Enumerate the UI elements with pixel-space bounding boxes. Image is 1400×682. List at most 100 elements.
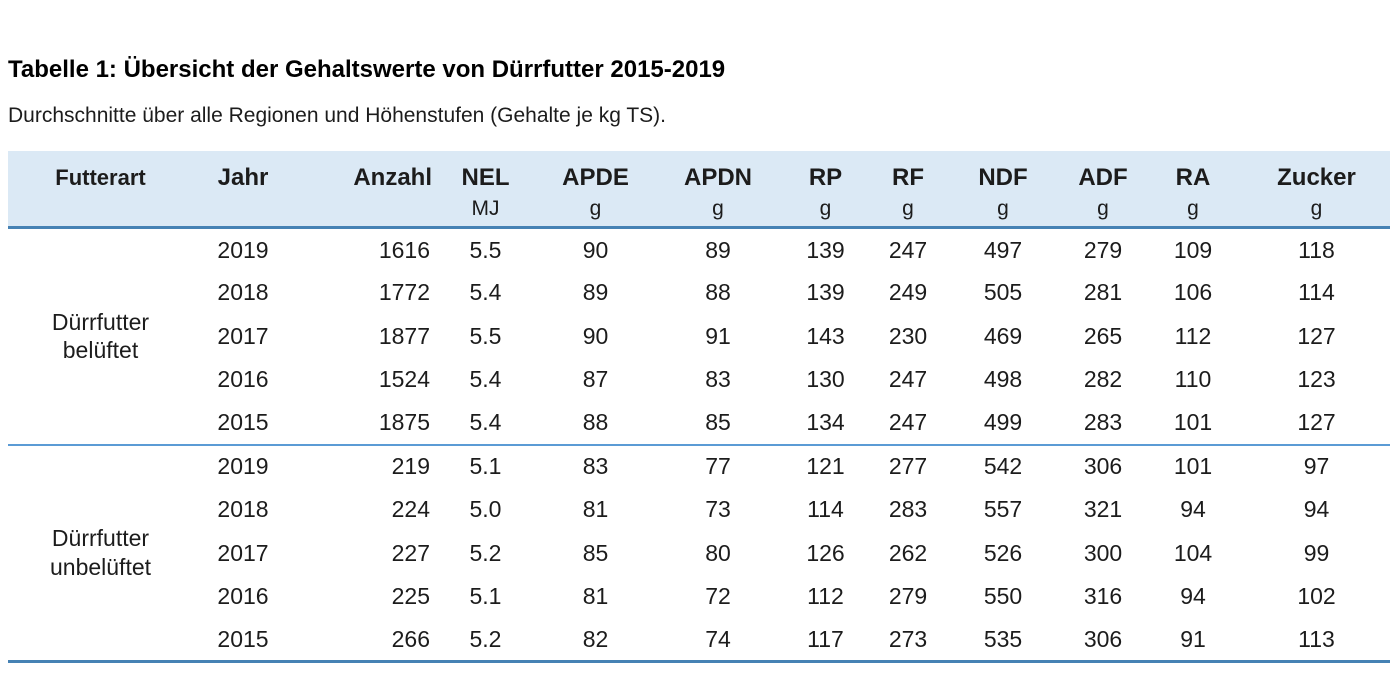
ra-cell: 106 xyxy=(1173,279,1213,306)
zucker-cell: 94 xyxy=(1303,496,1330,523)
adf-cell: 306 xyxy=(1083,453,1123,480)
column-header-zucker: Zucker xyxy=(1277,163,1356,191)
jahr-cell: 2019 xyxy=(217,236,269,263)
nel-cell: 5.0 xyxy=(469,496,502,523)
table-row: 2017 1877 5.5 90 91 143 230 469 265 112 127 xyxy=(8,315,1390,358)
nel-cell: 5.5 xyxy=(469,236,502,263)
rp-cell: 117 xyxy=(807,625,844,652)
table-title: Tabelle 1: Übersicht der Gehaltswerte vo… xyxy=(8,56,726,83)
rp-cell: 114 xyxy=(807,496,844,523)
adf-cell: 281 xyxy=(1083,279,1123,306)
ra-cell: 94 xyxy=(1180,583,1206,610)
feed-type-label: Dürrfutter unbelüftet xyxy=(49,525,152,580)
rf-cell: 247 xyxy=(888,236,928,263)
table-header: Futterart Jahr Anzahl NEL APDE APDN RP RF NDF ADF… xyxy=(8,150,1390,228)
apdn-cell: 83 xyxy=(705,366,731,393)
column-header-adf: ADF xyxy=(1078,163,1128,191)
feed-type-label: Dürrfutter belüftet xyxy=(51,308,150,364)
apde-cell: 81 xyxy=(582,496,609,523)
apdn-cell: 88 xyxy=(705,279,731,306)
anzahl-cell: 224 xyxy=(391,496,430,523)
apde-cell: 81 xyxy=(582,583,609,610)
column-unit-zucker: g xyxy=(1310,196,1323,220)
ndf-cell: 535 xyxy=(983,625,1023,652)
column-unit-nel: MJ xyxy=(471,196,500,220)
jahr-cell: 2016 xyxy=(217,366,269,393)
column-unit-futterart xyxy=(8,197,193,228)
adf-cell: 300 xyxy=(1083,539,1123,566)
jahr-cell: 2015 xyxy=(217,625,269,652)
anzahl-cell: 1877 xyxy=(378,322,430,349)
column-unit-jahr xyxy=(193,197,293,228)
rp-cell: 143 xyxy=(806,322,845,349)
column-unit-ra: g xyxy=(1187,196,1199,220)
apdn-cell: 73 xyxy=(705,496,731,523)
apde-cell: 90 xyxy=(582,236,609,263)
column-unit-ndf: g xyxy=(997,196,1009,220)
table-subtitle: Durchschnitte über alle Regionen und Höh… xyxy=(8,103,667,127)
anzahl-cell: 1616 xyxy=(378,236,430,263)
column-unit-rp: g xyxy=(819,196,832,220)
ndf-cell: 557 xyxy=(983,496,1023,523)
rf-cell: 273 xyxy=(888,625,928,652)
column-header-futterart: Futterart xyxy=(55,164,146,190)
adf-cell: 279 xyxy=(1083,236,1123,263)
jahr-cell: 2018 xyxy=(217,279,269,306)
ndf-cell: 526 xyxy=(983,539,1023,566)
ndf-cell: 498 xyxy=(983,366,1023,393)
nel-cell: 5.4 xyxy=(469,279,502,306)
rf-cell: 230 xyxy=(888,322,928,349)
zucker-cell: 123 xyxy=(1297,366,1336,393)
apdn-cell: 80 xyxy=(705,539,731,566)
ra-cell: 101 xyxy=(1173,453,1213,480)
nel-cell: 5.1 xyxy=(469,583,502,610)
rf-cell: 247 xyxy=(888,366,928,393)
zucker-cell: 99 xyxy=(1303,539,1330,566)
ndf-cell: 505 xyxy=(983,279,1023,306)
rp-cell: 130 xyxy=(806,366,845,393)
column-header-anzahl: Anzahl xyxy=(353,163,432,191)
ndf-cell: 497 xyxy=(983,236,1023,263)
zucker-cell: 102 xyxy=(1297,583,1336,610)
jahr-cell: 2017 xyxy=(217,322,269,349)
ra-cell: 104 xyxy=(1173,539,1213,566)
column-unit-apdn: g xyxy=(712,196,724,220)
column-header-apdn: APDN xyxy=(683,163,752,191)
ra-cell: 110 xyxy=(1174,366,1212,393)
document-page: Tabelle 1: Übersicht der Gehaltswerte vo… xyxy=(0,56,1400,682)
jahr-cell: 2016 xyxy=(217,583,269,610)
rf-cell: 247 xyxy=(888,408,928,435)
nel-cell: 5.4 xyxy=(469,408,502,435)
rf-cell: 262 xyxy=(888,539,928,566)
anzahl-cell: 219 xyxy=(391,453,430,480)
jahr-cell: 2018 xyxy=(217,496,269,523)
jahr-cell: 2017 xyxy=(217,539,269,566)
apdn-cell: 72 xyxy=(705,583,731,610)
nel-cell: 5.5 xyxy=(469,322,502,349)
nel-cell: 5.2 xyxy=(469,625,502,652)
column-header-ra: RA xyxy=(1175,163,1211,191)
ra-cell: 91 xyxy=(1180,625,1206,652)
ra-cell: 101 xyxy=(1173,408,1213,435)
apde-cell: 85 xyxy=(582,539,609,566)
table-row: 2018 224 5.0 81 73 114 283 557 321 94 94 xyxy=(8,488,1390,531)
adf-cell: 321 xyxy=(1083,496,1123,523)
column-unit-anzahl xyxy=(293,197,438,228)
content-table: Futterart Jahr Anzahl NEL APDE APDN RP RF NDF ADF… xyxy=(8,150,1390,664)
zucker-cell: 114 xyxy=(1298,279,1335,306)
rf-cell: 279 xyxy=(888,583,928,610)
header-row: Futterart Jahr Anzahl NEL APDE APDN RP RF NDF ADF… xyxy=(8,151,1390,197)
zucker-cell: 127 xyxy=(1297,408,1336,435)
column-header-apde: APDE xyxy=(562,163,629,191)
nel-cell: 5.2 xyxy=(469,539,502,566)
anzahl-cell: 1524 xyxy=(378,366,430,393)
column-header-jahr: Jahr xyxy=(217,163,269,191)
apdn-cell: 77 xyxy=(705,453,731,480)
ndf-cell: 499 xyxy=(983,408,1023,435)
apde-cell: 90 xyxy=(582,322,609,349)
ndf-cell: 550 xyxy=(983,583,1023,610)
anzahl-cell: 266 xyxy=(391,625,430,652)
nel-cell: 5.4 xyxy=(469,366,502,393)
anzahl-cell: 1875 xyxy=(378,408,430,435)
column-unit-adf: g xyxy=(1097,196,1109,220)
